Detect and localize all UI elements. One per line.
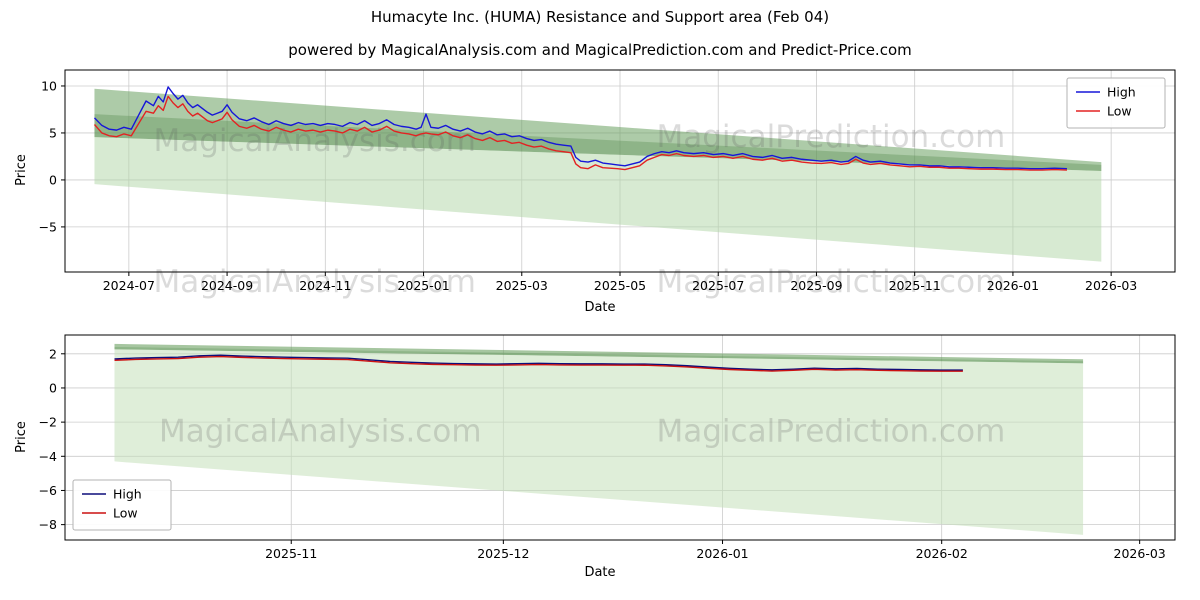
- svg-text:−6: −6: [39, 483, 57, 498]
- legend-label: High: [1107, 85, 1136, 100]
- legend-label: Low: [1107, 104, 1132, 119]
- svg-text:2024-09: 2024-09: [201, 278, 253, 293]
- legend-box: [1066, 77, 1166, 129]
- top-chart-xlabel: Date: [584, 300, 616, 315]
- watermark-text: MagicalAnalysis.com: [154, 123, 476, 159]
- svg-text:10: 10: [41, 78, 57, 93]
- resistance-band-outer: [114, 343, 1084, 364]
- svg-text:2025-12: 2025-12: [477, 546, 529, 561]
- svg-text:2026-01: 2026-01: [696, 546, 748, 561]
- svg-text:2025-09: 2025-09: [790, 278, 842, 293]
- resistance-band-outer: [94, 88, 1102, 171]
- svg-text:0: 0: [49, 380, 57, 395]
- svg-text:−4: −4: [39, 449, 57, 464]
- svg-text:2026-03: 2026-03: [1085, 278, 1137, 293]
- svg-text:2025-01: 2025-01: [397, 278, 449, 293]
- bottom-chart-ylabel: Price: [14, 421, 29, 453]
- support-area: [114, 349, 1084, 535]
- svg-text:2025-03: 2025-03: [496, 278, 548, 293]
- top-chart-ylabel: Price: [14, 154, 29, 186]
- figure-subtitle: powered by MagicalAnalysis.com and Magic…: [288, 41, 912, 59]
- legend-label: High: [113, 487, 142, 502]
- watermark-text: MagicalPrediction.com: [657, 414, 1006, 450]
- support-area: [94, 137, 1102, 262]
- series-line-low: [114, 355, 963, 372]
- svg-text:−8: −8: [39, 517, 57, 532]
- legend-label: Low: [113, 506, 138, 521]
- watermark-text: MagicalPrediction.com: [657, 119, 1006, 155]
- svg-text:2: 2: [49, 346, 57, 361]
- watermark-text: MagicalPrediction.com: [657, 264, 1006, 300]
- svg-text:2025-05: 2025-05: [594, 278, 646, 293]
- watermark-text: MagicalAnalysis.com: [159, 414, 481, 450]
- resistance-band-inner: [94, 114, 1102, 171]
- svg-text:2025-07: 2025-07: [692, 278, 744, 293]
- svg-text:2026-03: 2026-03: [1114, 546, 1166, 561]
- svg-text:−2: −2: [39, 415, 57, 430]
- series-line-high: [114, 354, 963, 371]
- svg-text:2026-02: 2026-02: [916, 546, 968, 561]
- svg-text:5: 5: [49, 125, 57, 140]
- resistance-band-inner: [114, 346, 1084, 364]
- svg-text:2024-07: 2024-07: [103, 278, 155, 293]
- svg-text:2024-11: 2024-11: [299, 278, 351, 293]
- svg-text:−5: −5: [39, 219, 57, 234]
- svg-text:2025-11: 2025-11: [265, 546, 317, 561]
- series-line-high: [93, 86, 1067, 170]
- legend-box: [72, 479, 172, 531]
- watermark-text: MagicalAnalysis.com: [154, 264, 476, 300]
- figure-title: Humacyte Inc. (HUMA) Resistance and Supp…: [370, 8, 830, 26]
- svg-text:2025-11: 2025-11: [889, 278, 941, 293]
- bottom-chart-xlabel: Date: [584, 565, 616, 580]
- svg-text:0: 0: [49, 172, 57, 187]
- series-line-low: [93, 95, 1067, 171]
- svg-text:2026-01: 2026-01: [987, 278, 1039, 293]
